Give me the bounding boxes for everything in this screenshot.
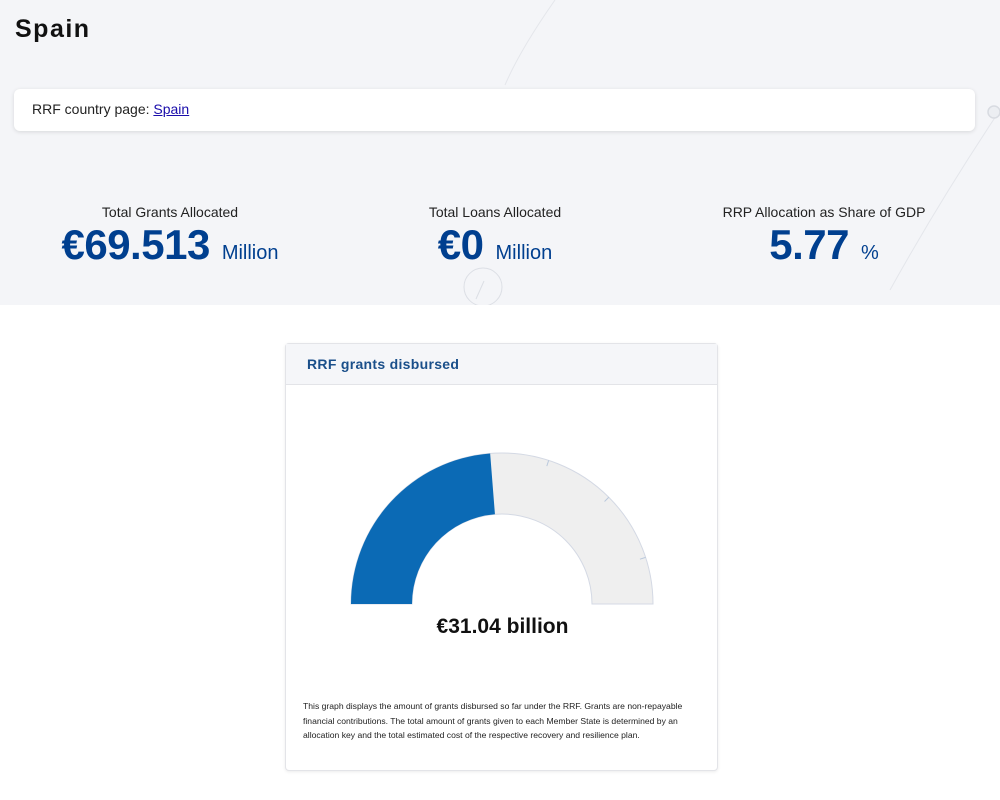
gauge-tick	[546, 460, 550, 467]
kpi-label: RRP Allocation as Share of GDP	[722, 204, 926, 220]
kpi-unit: Million	[221, 242, 279, 264]
country-page-label: RRF country page:	[32, 101, 154, 117]
kpi-gdp-share: RRP Allocation as Share of GDP 5.77 %	[704, 204, 944, 269]
header-section: Spain RRF country page: Spain Total Gran…	[0, 0, 1000, 305]
page-title: Spain	[15, 15, 91, 43]
gauge-fill	[351, 453, 495, 604]
grants-disbursed-card: RRF grants disbursed €31.04 billion This…	[285, 343, 718, 771]
kpi-value: 5.77	[769, 221, 849, 268]
kpi-label: Total Grants Allocated	[101, 204, 239, 220]
country-page-link[interactable]: Spain	[153, 101, 190, 117]
kpi-value: €0	[437, 221, 484, 268]
kpi-unit: %	[860, 242, 879, 264]
kpi-unit: Million	[495, 242, 553, 264]
country-page-card: RRF country page: Spain	[14, 89, 975, 131]
kpi-grants: Total Grants Allocated €69.513 Million	[50, 204, 290, 269]
background-decoration	[463, 0, 1000, 305]
gauge-value-label: €31.04 billion	[436, 615, 569, 638]
card-title: RRF grants disbursed	[286, 344, 717, 385]
gauge-tick	[639, 556, 646, 560]
gauge-tick	[604, 496, 610, 502]
gauge-ticks	[546, 460, 646, 560]
kpi-label: Total Loans Allocated	[428, 204, 562, 220]
grants-gauge	[350, 452, 654, 605]
kpi-loans: Total Loans Allocated €0 Million	[375, 204, 615, 269]
kpi-value: €69.513	[61, 221, 210, 268]
card-description: This graph displays the amount of grants…	[303, 701, 683, 740]
